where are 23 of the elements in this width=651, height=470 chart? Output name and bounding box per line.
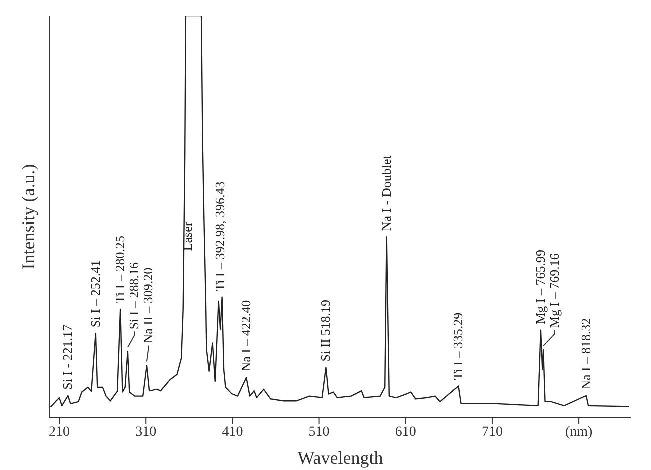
annotation: Na I - Doublet — [378, 155, 394, 232]
annotation: Si I - 221.17 — [60, 324, 76, 390]
annotation: Si II 518.19 — [318, 300, 334, 362]
x-tick-label: (nm) — [565, 424, 593, 440]
x-tick-label: 210 — [49, 424, 70, 440]
annotation: Mg I – 769.16 — [546, 253, 562, 328]
annotation: Ti I – 280.25 — [112, 236, 128, 304]
x-tick-label: 610 — [395, 424, 416, 440]
annotation: Ti I – 392.98, 396.43 — [212, 182, 228, 292]
annotation: Ti I – 335.29 — [450, 312, 466, 380]
annotation: Na II – 309.20 — [140, 268, 156, 344]
x-axis-title: Wavelength — [298, 448, 384, 468]
x-tick-label: 310 — [136, 424, 157, 440]
x-tick-label: 410 — [222, 424, 244, 440]
annotation: Si I – 252.41 — [88, 260, 103, 328]
annotation: Laser — [180, 222, 195, 252]
annotation: Si I – 288.16 — [126, 262, 142, 330]
annotation: Na I – 422.40 — [238, 300, 254, 372]
annotation: Na I – 818.32 — [578, 318, 594, 390]
annotation: Mg I – 765.99 — [532, 250, 548, 324]
y-axis-title: Intensity (a.u.) — [18, 164, 38, 270]
x-tick-label: 510 — [308, 424, 330, 440]
x-tick-label: 710 — [482, 424, 503, 440]
